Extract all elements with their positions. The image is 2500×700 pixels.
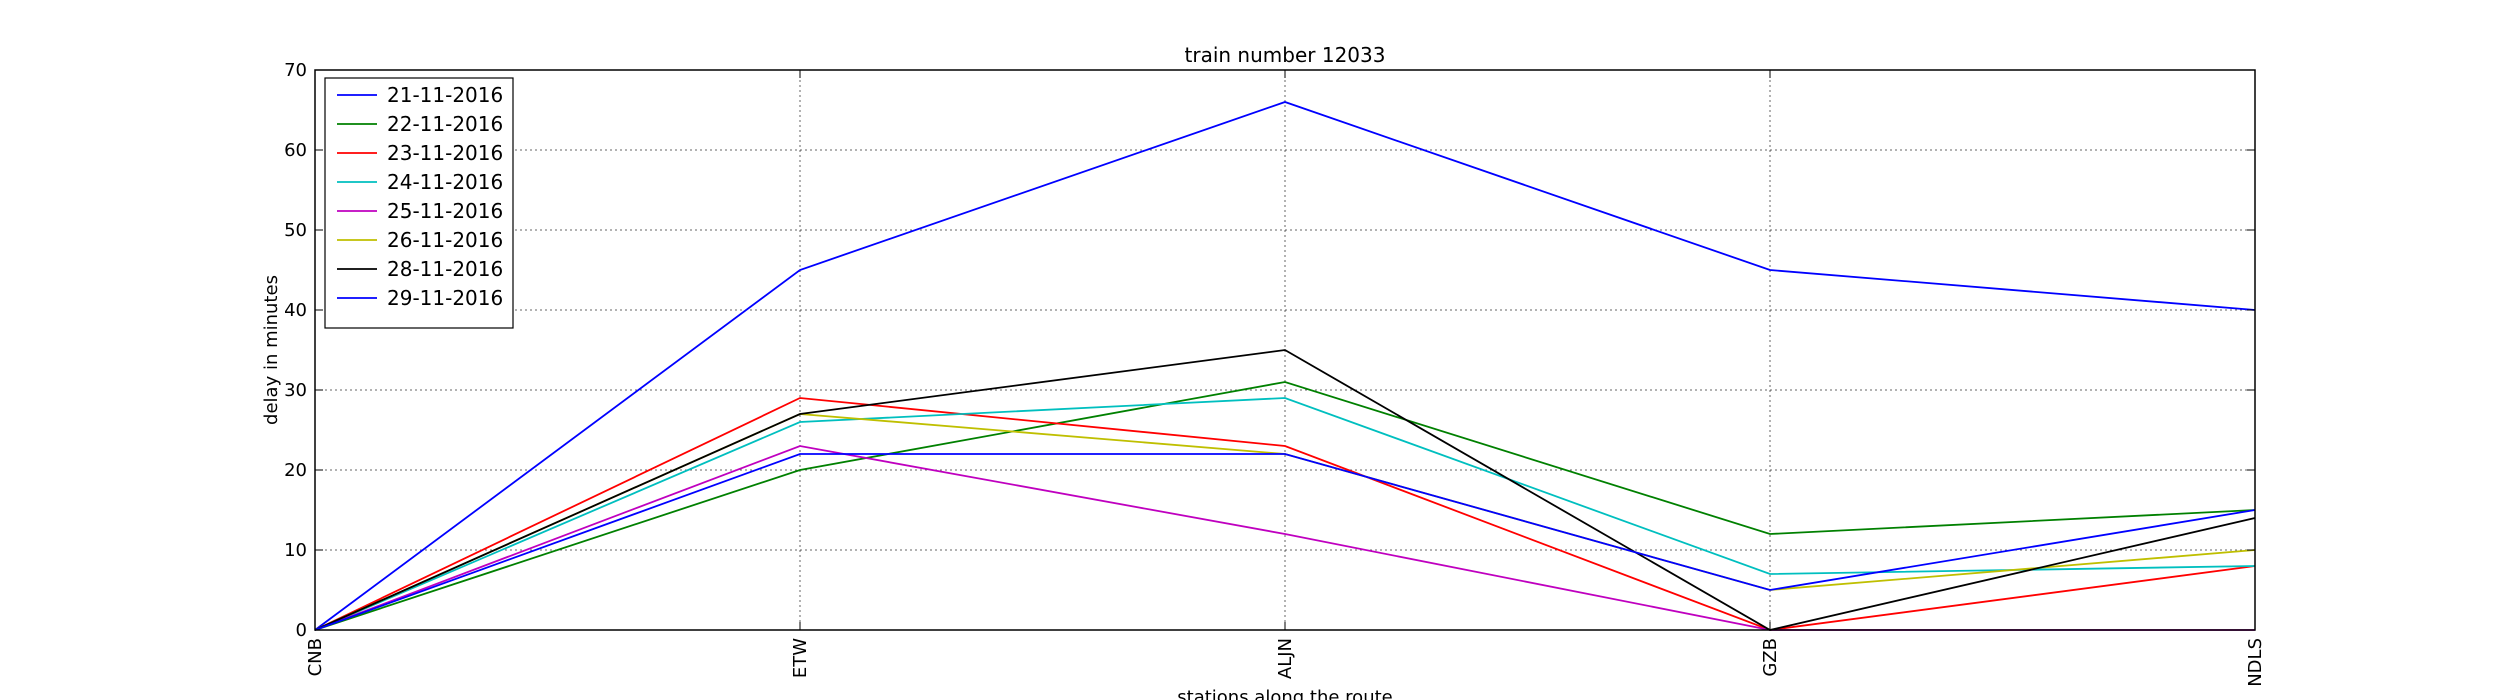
legend-label: 23-11-2016 — [387, 141, 503, 165]
y-tick-label: 50 — [284, 220, 307, 241]
y-tick-label: 70 — [284, 60, 307, 81]
legend-label: 24-11-2016 — [387, 170, 503, 194]
x-tick-label: NDLS — [2245, 638, 2266, 687]
y-tick-label: 20 — [284, 460, 307, 481]
series-line — [314, 453, 2256, 631]
x-tick-label: CNB — [305, 638, 326, 676]
y-tick-label: 40 — [284, 300, 307, 321]
legend-label: 26-11-2016 — [387, 228, 503, 252]
series-line — [314, 381, 2256, 631]
series-line — [314, 397, 2256, 631]
y-tick-label: 10 — [284, 540, 307, 561]
x-tick-label: ALJN — [1275, 638, 1296, 679]
y-tick-label: 0 — [296, 620, 307, 641]
x-axis-label: stations along the route — [1177, 687, 1392, 700]
series-line — [314, 397, 2256, 631]
y-axis-label: delay in minutes — [261, 275, 282, 425]
chart-title: train number 12033 — [1185, 43, 1386, 67]
x-tick-label: ETW — [790, 638, 811, 678]
series-line — [314, 349, 2256, 631]
y-tick-label: 30 — [284, 380, 307, 401]
legend-label: 28-11-2016 — [387, 257, 503, 281]
legend: 21-11-2016 22-11-2016 23-11-2016 24-11-2016… — [324, 77, 514, 329]
legend-label: 25-11-2016 — [387, 199, 503, 223]
y-tick-label: 60 — [284, 140, 307, 161]
legend-box — [324, 77, 514, 329]
series-line — [314, 101, 2256, 631]
legend-label: 29-11-2016 — [387, 286, 503, 310]
series-line — [314, 445, 2255, 631]
axis-ticks: 0 10 20 30 40 50 60 70 CNB ETW ALJN GZB NDLS — [284, 60, 2266, 687]
x-tick-label: GZB — [1760, 638, 1781, 677]
legend-label: 21-11-2016 — [387, 83, 503, 107]
legend-label: 22-11-2016 — [387, 112, 503, 136]
